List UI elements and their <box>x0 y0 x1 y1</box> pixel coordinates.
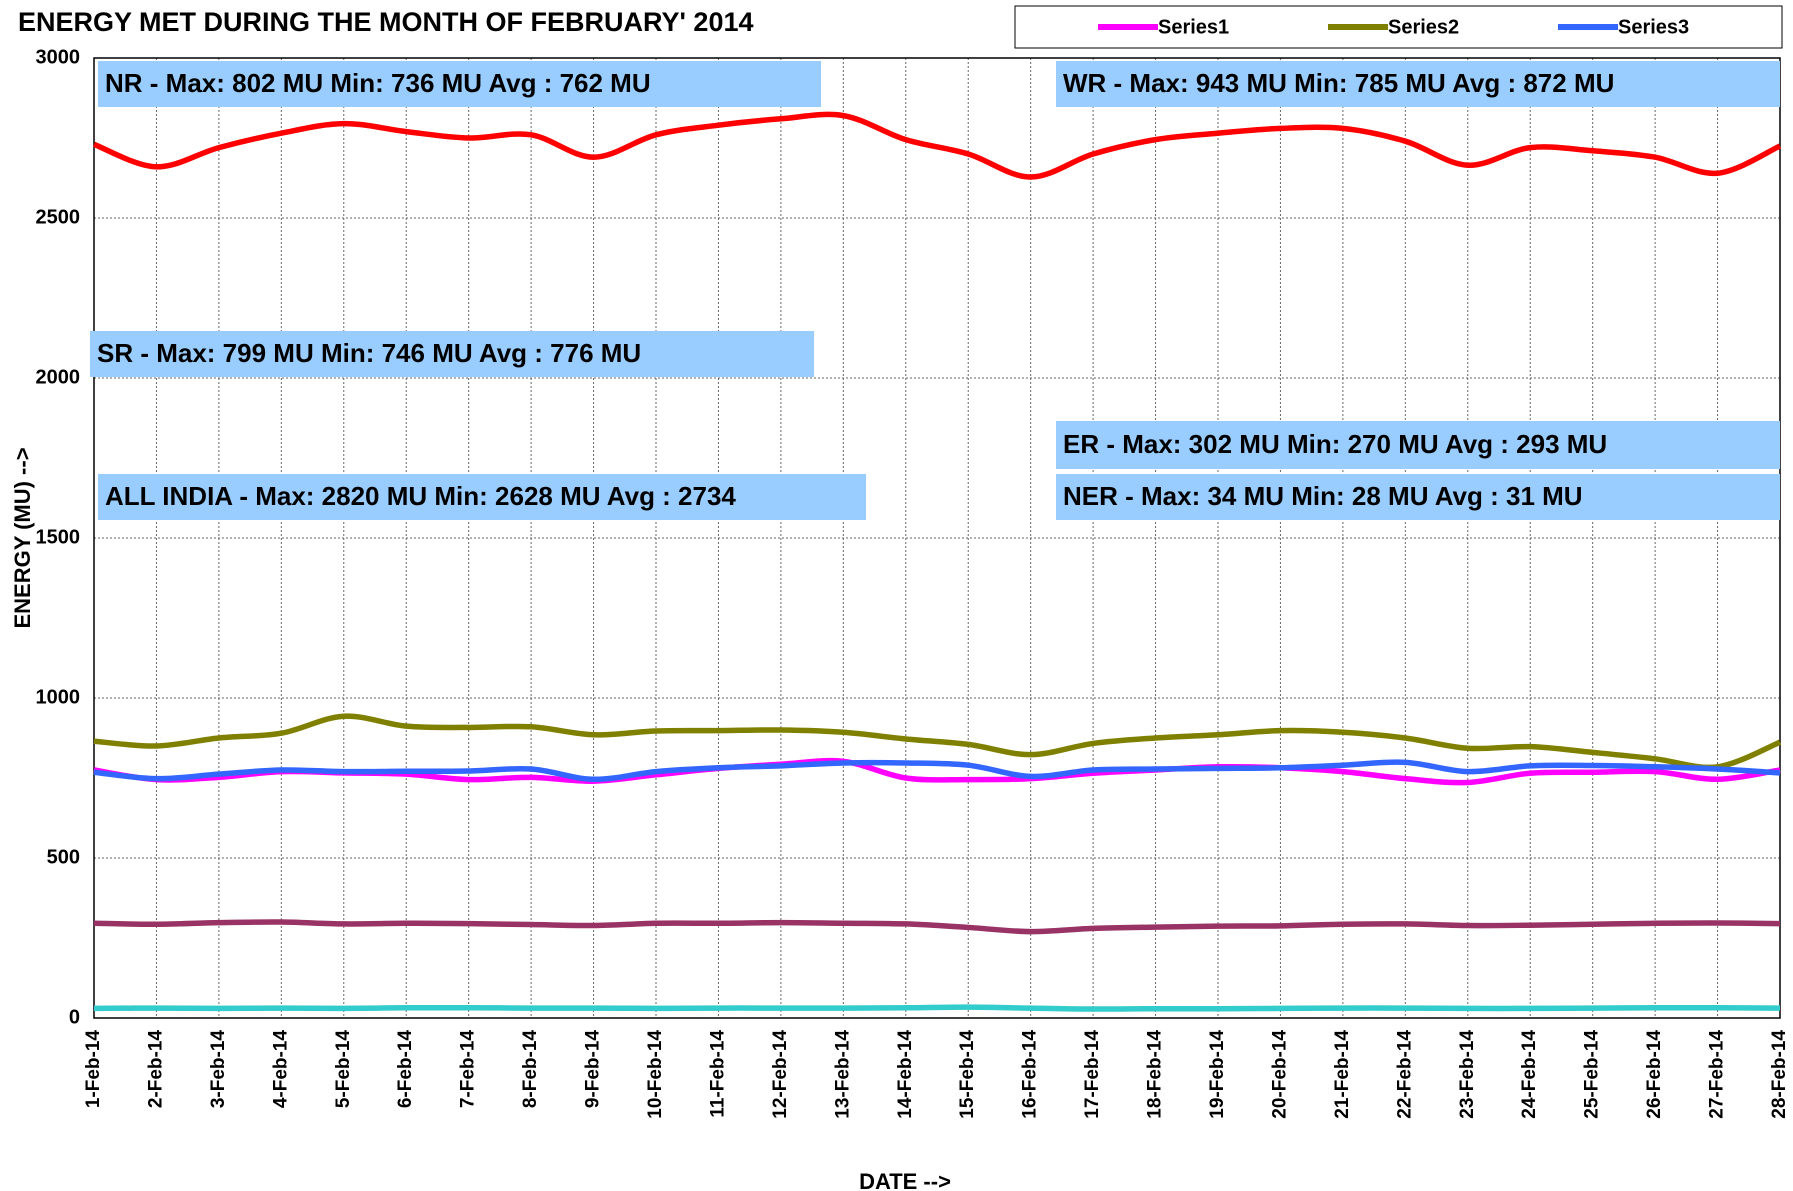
annotation: NER - Max: 34 MU Min: 28 MU Avg : 31 MU <box>1063 481 1583 511</box>
y-tick-label: 2000 <box>36 366 81 388</box>
plot-border <box>93 57 1781 1019</box>
x-tick-label: 5-Feb-14 <box>333 1030 354 1109</box>
y-tick-label: 500 <box>47 846 80 868</box>
x-tick-label: 1-Feb-14 <box>83 1030 104 1109</box>
series-line <box>93 1004 1781 1012</box>
legend-label: Series2 <box>1388 16 1459 38</box>
annotation-box <box>98 474 866 520</box>
series-line <box>93 759 1781 783</box>
x-tick-label: 7-Feb-14 <box>458 1030 479 1109</box>
x-tick-label: 4-Feb-14 <box>270 1030 291 1109</box>
x-tick-label: 10-Feb-14 <box>645 1030 666 1119</box>
x-tick-label: 21-Feb-14 <box>1332 1030 1353 1119</box>
annotation-box <box>1056 474 1780 520</box>
y-axis-label: ENERGY (MU) --> <box>10 447 35 628</box>
y-tick-label: 1500 <box>36 526 81 548</box>
x-tick-label: 24-Feb-14 <box>1519 1030 1540 1119</box>
series-line <box>93 919 1781 935</box>
x-tick-label: 17-Feb-14 <box>1082 1030 1103 1119</box>
annotation: WR - Max: 943 MU Min: 785 MU Avg : 872 M… <box>1063 68 1614 98</box>
x-tick-label: 15-Feb-14 <box>957 1030 978 1119</box>
x-tick-label: 3-Feb-14 <box>208 1030 229 1109</box>
x-tick-label: 23-Feb-14 <box>1457 1030 1478 1119</box>
annotation: ER - Max: 302 MU Min: 270 MU Avg : 293 M… <box>1063 429 1607 459</box>
x-tick-label: 9-Feb-14 <box>583 1030 604 1109</box>
x-tick-label: 28-Feb-14 <box>1769 1030 1790 1119</box>
x-tick-label: 26-Feb-14 <box>1644 1030 1665 1119</box>
annotation-box <box>1056 61 1780 107</box>
x-tick-label: 25-Feb-14 <box>1582 1030 1603 1119</box>
annotation-box <box>98 61 821 107</box>
x-tick-label: 12-Feb-14 <box>770 1030 791 1119</box>
annotation: SR - Max: 799 MU Min: 746 MU Avg : 776 M… <box>97 338 641 368</box>
x-axis-label: DATE --> <box>859 1169 951 1191</box>
legend-label: Series3 <box>1618 16 1689 38</box>
x-tick-label: 27-Feb-14 <box>1707 1030 1728 1119</box>
y-tick-label: 1000 <box>36 686 81 708</box>
x-tick-label: 8-Feb-14 <box>520 1030 541 1109</box>
x-tick-label: 19-Feb-14 <box>1207 1030 1228 1119</box>
annotation: ALL INDIA - Max: 2820 MU Min: 2628 MU Av… <box>105 481 736 511</box>
x-tick-label: 20-Feb-14 <box>1269 1030 1290 1119</box>
y-tick-label: 3000 <box>36 46 81 68</box>
annotation: NR - Max: 802 MU Min: 736 MU Avg : 762 M… <box>105 68 651 98</box>
annotation-box <box>90 331 814 377</box>
series-line <box>92 111 1782 180</box>
x-tick-label: 11-Feb-14 <box>707 1030 728 1118</box>
annotation-box <box>1056 421 1780 469</box>
x-tick-label: 14-Feb-14 <box>895 1030 916 1119</box>
x-tick-label: 22-Feb-14 <box>1394 1030 1415 1119</box>
x-tick-label: 18-Feb-14 <box>1145 1030 1166 1119</box>
x-tick-label: 2-Feb-14 <box>145 1030 166 1109</box>
legend-label: Series1 <box>1158 16 1229 38</box>
x-tick-label: 13-Feb-14 <box>832 1030 853 1119</box>
y-tick-label: 0 <box>69 1006 80 1028</box>
x-tick-label: 16-Feb-14 <box>1020 1030 1041 1119</box>
x-tick-label: 6-Feb-14 <box>395 1030 416 1109</box>
y-tick-label: 2500 <box>36 206 81 228</box>
chart-title: ENERGY MET DURING THE MONTH OF FEBRUARY'… <box>18 7 754 37</box>
series-line <box>93 713 1782 771</box>
